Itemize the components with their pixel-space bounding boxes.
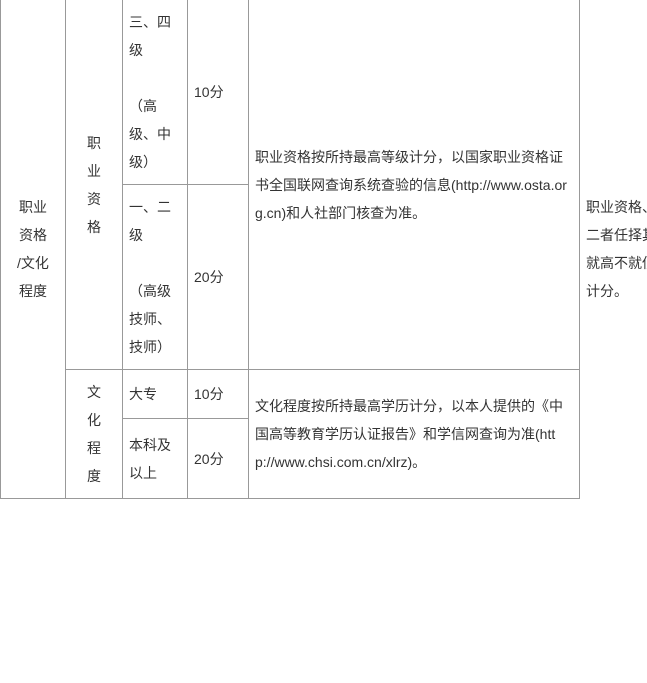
sub-label: 化: [72, 406, 116, 434]
sub-label: 程: [72, 434, 116, 462]
points-cell: 20分: [188, 419, 249, 499]
sub-label: 职: [72, 129, 116, 157]
sub-label: 资: [72, 185, 116, 213]
sub-label: 文: [72, 378, 116, 406]
points-table-container: 职业 资格 /文化 程度 职 业 资 格 三、四级 （高级、中级） 10分 职业…: [0, 0, 647, 499]
category-cell: 职业 资格 /文化 程度: [1, 0, 66, 499]
subcategory-cell-qualification: 职 业 资 格: [66, 0, 123, 370]
category-label-3: /文化: [7, 249, 59, 277]
desc-cell-education: 文化程度按所持最高学历计分，以本人提供的《中国高等教育学历认证报告》和学信网查询…: [249, 370, 580, 499]
category-label-4: 程度: [7, 277, 59, 305]
points-cell: 20分: [188, 185, 249, 370]
desc-cell-qualification: 职业资格按所持最高等级计分，以国家职业资格证书全国联网查询系统查验的信息(htt…: [249, 0, 580, 370]
points-cell: 10分: [188, 370, 249, 419]
points-cell: 10分: [188, 0, 249, 185]
points-table: 职业 资格 /文化 程度 职 业 资 格 三、四级 （高级、中级） 10分 职业…: [0, 0, 647, 499]
level-cell: 三、四级 （高级、中级）: [123, 0, 188, 185]
table-row: 文 化 程 度 大专 10分 文化程度按所持最高学历计分，以本人提供的《中国高等…: [1, 370, 647, 419]
level-cell: 大专: [123, 370, 188, 419]
subcategory-cell-education: 文 化 程 度: [66, 370, 123, 499]
note-cell: 职业资格、文化程度二者任择其一积分，就高不就低，不累加计分。: [580, 0, 647, 499]
category-label-2: 资格: [7, 221, 59, 249]
level-cell: 本科及以上: [123, 419, 188, 499]
sub-label: 度: [72, 462, 116, 490]
sub-label: 格: [72, 213, 116, 241]
category-label-1: 职业: [7, 193, 59, 221]
table-row: 职业 资格 /文化 程度 职 业 资 格 三、四级 （高级、中级） 10分 职业…: [1, 0, 647, 185]
sub-label: 业: [72, 157, 116, 185]
level-cell: 一、二级 （高级技师、技师）: [123, 185, 188, 370]
